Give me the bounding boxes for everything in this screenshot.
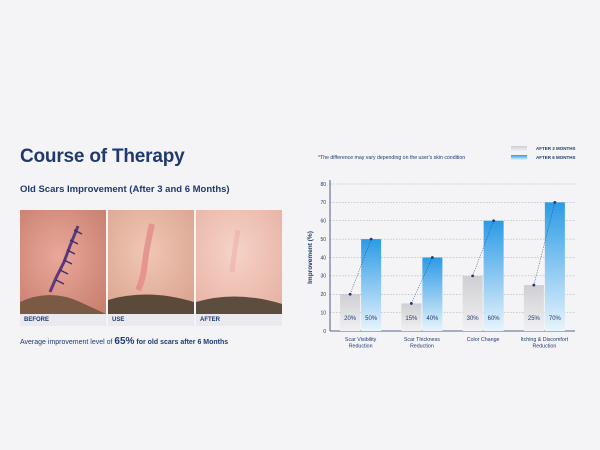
data-label: 15% — [405, 316, 418, 322]
use-skin-image — [108, 210, 194, 314]
y-tick-label: 50 — [320, 237, 326, 243]
data-label: 50% — [365, 316, 378, 322]
photo-label-before: BEFORE — [20, 314, 106, 326]
bar-6-months — [361, 239, 382, 331]
page-title: Course of Therapy — [20, 146, 185, 167]
y-tick-label: 0 — [323, 329, 326, 335]
y-tick-label: 30 — [320, 274, 326, 280]
bar-3-months — [462, 275, 483, 331]
legend-swatch-6-months — [511, 155, 527, 160]
data-label: 20% — [344, 316, 357, 322]
y-tick-label: 80 — [320, 182, 326, 188]
bar-3-months — [401, 303, 422, 331]
y-tick-label: 70 — [320, 200, 326, 206]
photo-use: USE — [108, 210, 194, 326]
x-category-label: Reduction — [532, 344, 556, 350]
y-tick-label: 10 — [320, 310, 326, 316]
avg-note-suffix: for old scars after 6 Months — [134, 339, 229, 346]
bar-3-months — [340, 294, 361, 331]
bar-6-months — [483, 220, 504, 331]
data-point — [409, 302, 413, 305]
legend-label-3-months: AFTER 3 MONTHS — [536, 146, 576, 151]
trend-connector — [349, 239, 372, 295]
data-point — [471, 274, 475, 278]
y-tick-label: 20 — [320, 292, 326, 298]
legend-label-6-months: AFTER 6 MONTHS — [536, 155, 576, 160]
page-subtitle: Old Scars Improvement (After 3 and 6 Mon… — [20, 184, 230, 195]
photo-label-after: AFTER — [196, 314, 282, 326]
data-point — [430, 256, 434, 259]
photo-before: BEFORE — [20, 210, 106, 326]
data-label: 40% — [426, 316, 439, 322]
y-tick-label: 40 — [320, 255, 326, 261]
x-category-label: Reduction — [410, 344, 434, 350]
avg-note-prefix: Average improvement level of — [20, 339, 115, 346]
x-category-label: Color Change — [467, 337, 500, 343]
data-point — [532, 283, 536, 287]
legend-swatch-3-months — [511, 146, 527, 151]
trend-connector — [472, 220, 494, 276]
bar-6-months — [544, 202, 565, 331]
bar-3-months — [523, 285, 544, 331]
x-category-label: Itching & Discomfort — [521, 337, 569, 343]
bar-6-months — [422, 257, 443, 331]
data-point — [369, 237, 373, 241]
photo-strip: BEFORE USE AFTER — [20, 210, 282, 326]
data-point — [348, 292, 352, 296]
x-category-label: Scar Visibility — [345, 337, 377, 343]
chart-note: *The difference may vary depending on th… — [318, 155, 465, 161]
after-skin-image — [196, 210, 282, 314]
data-label: 25% — [528, 316, 541, 322]
average-improvement-note: Average improvement level of 65% for old… — [20, 336, 228, 347]
data-point — [492, 219, 496, 223]
x-category-label: Reduction — [349, 344, 373, 350]
avg-note-value: 65% — [114, 336, 135, 347]
photo-label-use: USE — [108, 314, 194, 326]
data-label: 70% — [549, 316, 562, 322]
before-skin-image — [20, 210, 106, 314]
photo-after: AFTER — [196, 210, 282, 326]
x-category-label: Scar Thickness — [404, 337, 440, 343]
data-label: 30% — [467, 316, 480, 322]
y-tick-label: 60 — [320, 219, 326, 225]
data-label: 60% — [488, 316, 501, 322]
y-axis-title: Improvement (%) — [307, 231, 314, 284]
data-point — [553, 200, 557, 204]
